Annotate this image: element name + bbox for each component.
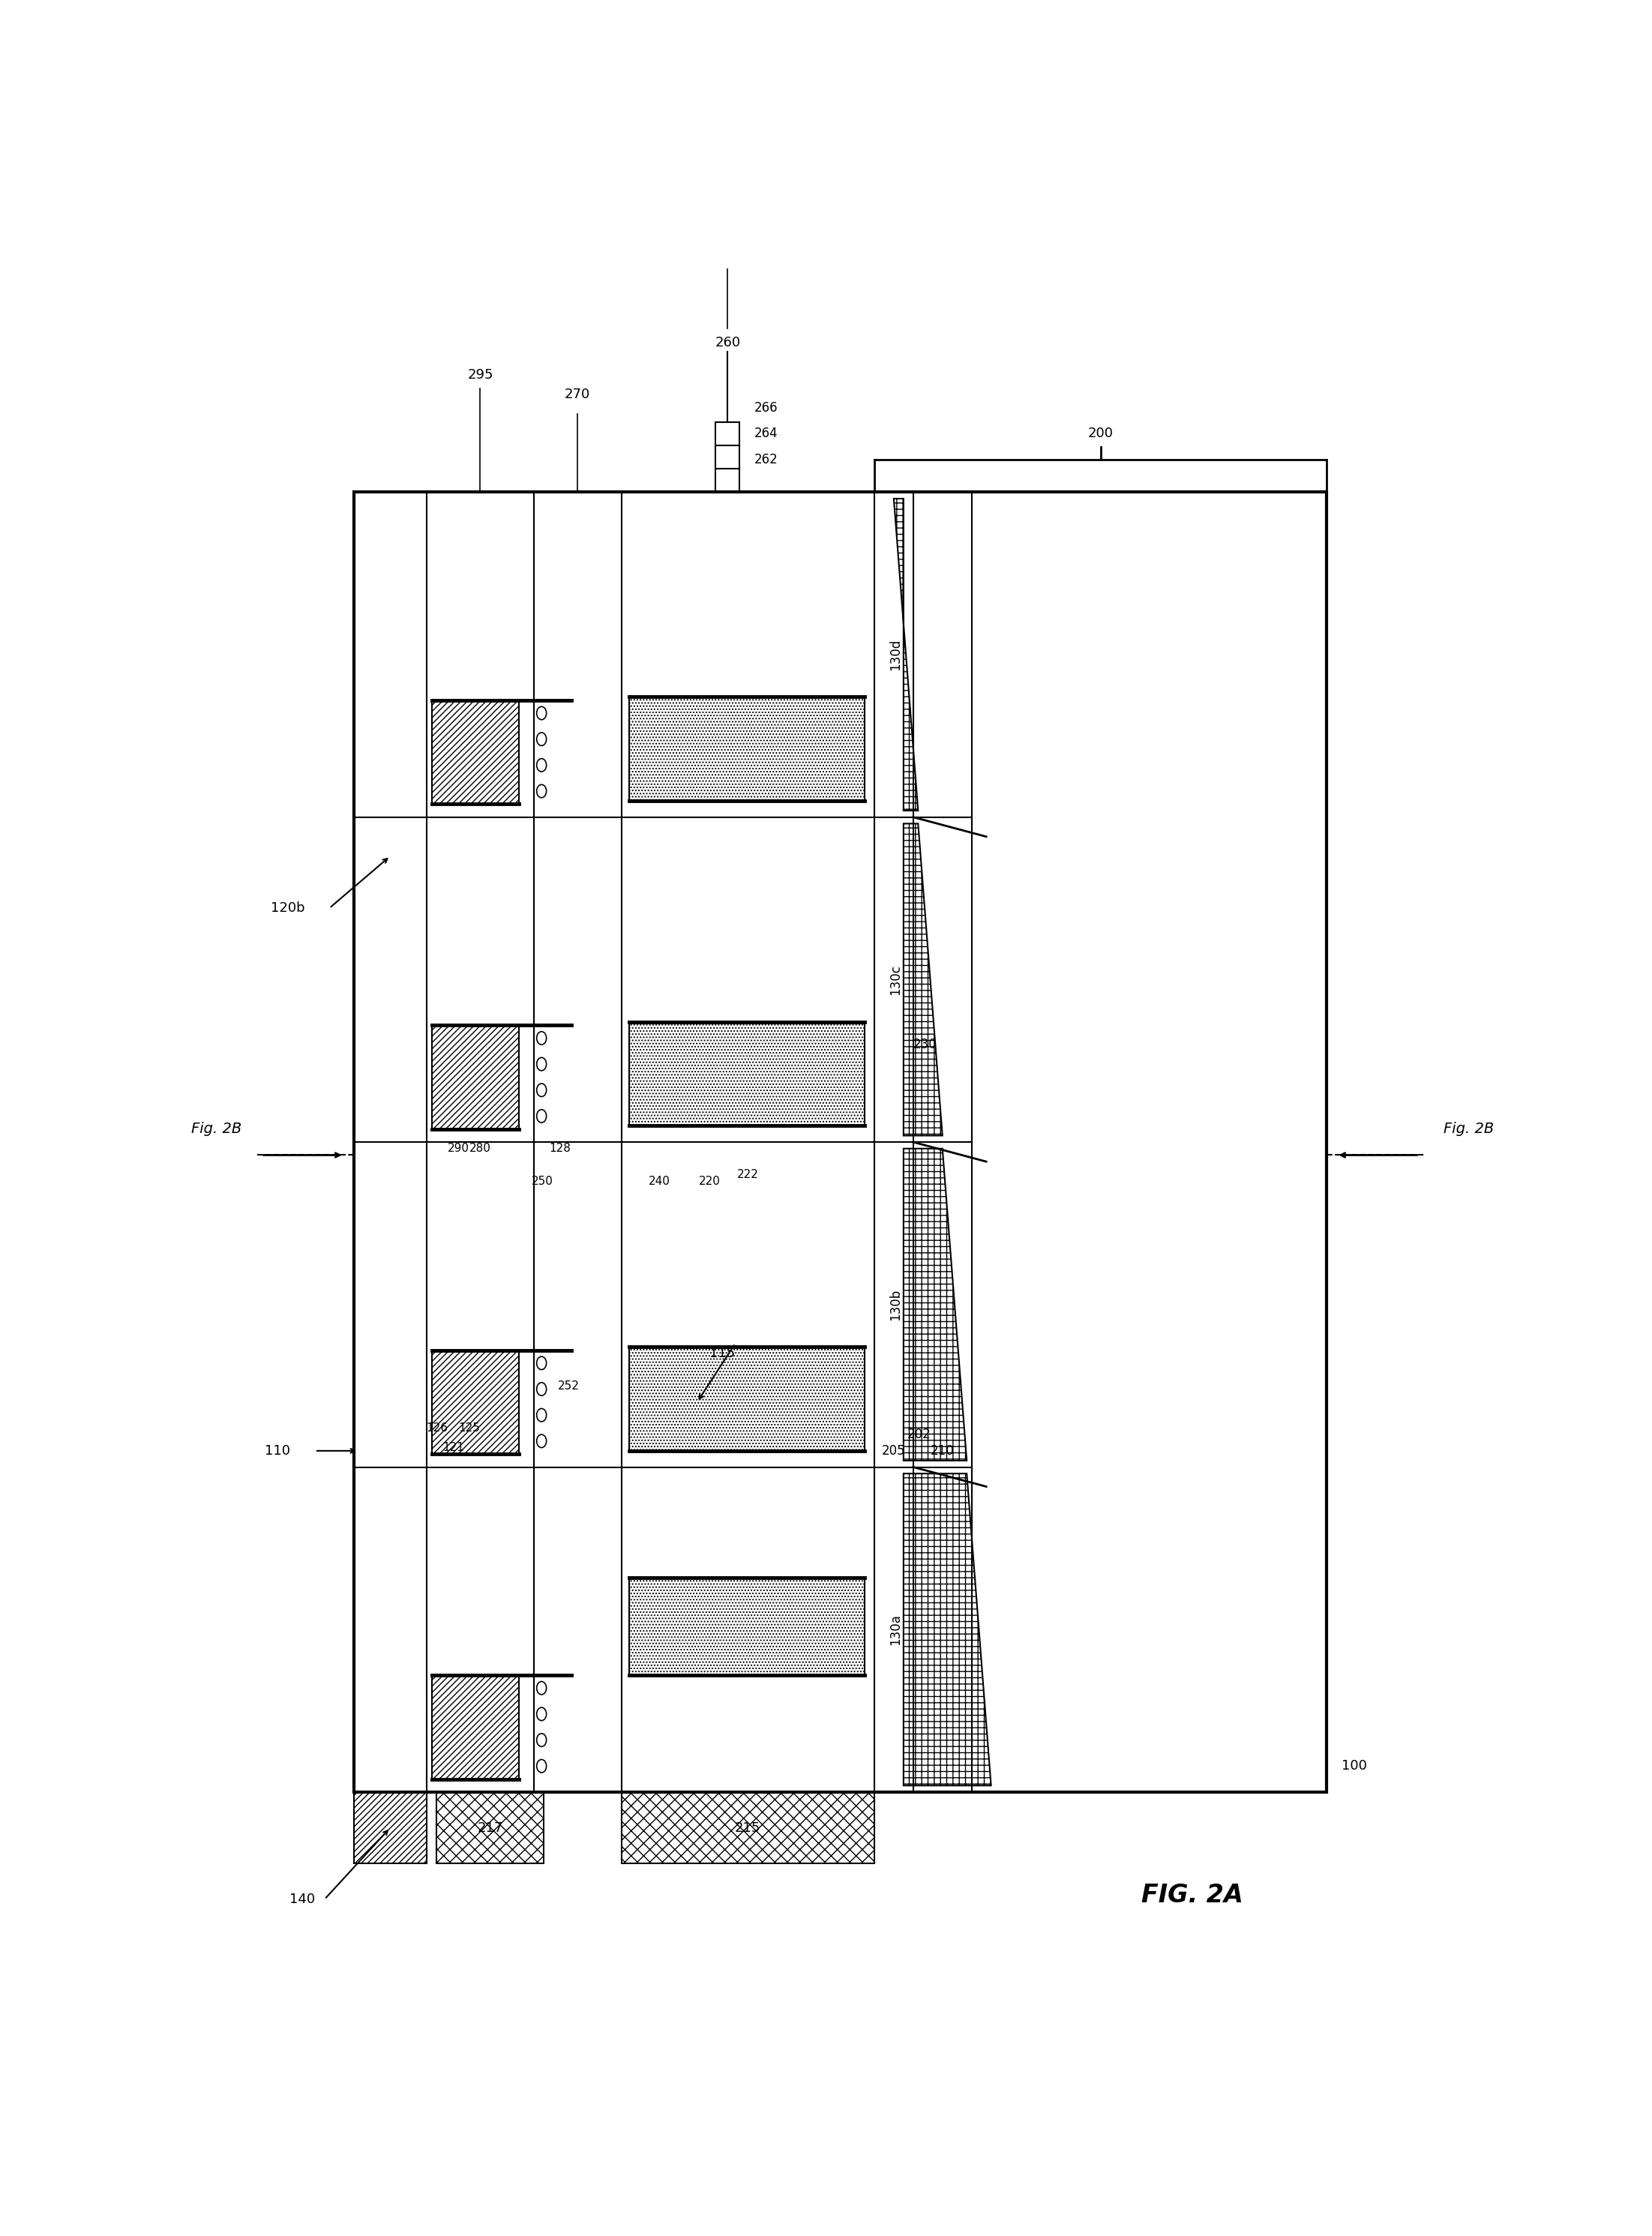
Text: 295: 295 — [468, 369, 494, 382]
Text: 280: 280 — [469, 1143, 491, 1154]
Bar — [874, 492, 914, 1791]
Bar — [715, 423, 740, 445]
Bar — [629, 1022, 864, 1127]
Bar — [534, 492, 621, 1791]
Bar — [914, 492, 971, 1791]
Bar — [621, 492, 874, 1791]
Text: 205: 205 — [882, 1444, 905, 1458]
Polygon shape — [904, 1474, 991, 1787]
Bar — [629, 1579, 864, 1675]
Bar — [426, 492, 534, 1791]
Text: 130b: 130b — [889, 1288, 902, 1321]
Text: 270: 270 — [565, 387, 590, 402]
Text: 130c: 130c — [889, 964, 902, 995]
Text: 290: 290 — [448, 1143, 469, 1154]
Bar — [354, 1791, 426, 1863]
Text: 121: 121 — [443, 1442, 464, 1453]
Text: 115: 115 — [710, 1346, 735, 1359]
Bar — [431, 700, 519, 805]
Text: 215: 215 — [735, 1820, 760, 1834]
Text: Fig. 2B: Fig. 2B — [192, 1122, 241, 1136]
Text: 220: 220 — [699, 1176, 720, 1187]
Text: 222: 222 — [737, 1169, 758, 1181]
Bar — [431, 1675, 519, 1780]
Text: 130a: 130a — [889, 1614, 902, 1646]
Polygon shape — [894, 499, 919, 812]
Bar — [431, 1351, 519, 1453]
Bar — [629, 698, 864, 800]
Text: 252: 252 — [558, 1380, 580, 1391]
Text: 262: 262 — [755, 454, 778, 467]
Bar — [354, 492, 426, 1791]
Text: FIG. 2A: FIG. 2A — [1142, 1883, 1244, 1907]
Polygon shape — [904, 1149, 966, 1460]
Text: Fig. 2B: Fig. 2B — [1444, 1122, 1493, 1136]
Text: 210: 210 — [930, 1444, 955, 1458]
Text: 140: 140 — [289, 1892, 316, 1905]
Bar — [431, 1024, 519, 1129]
Text: 120b: 120b — [271, 901, 306, 915]
Text: 240: 240 — [649, 1176, 671, 1187]
Text: 217: 217 — [477, 1820, 502, 1834]
Bar — [629, 1346, 864, 1451]
Text: 250: 250 — [532, 1176, 553, 1187]
Text: 110: 110 — [264, 1444, 291, 1458]
Text: 128: 128 — [548, 1143, 572, 1154]
Text: 260: 260 — [715, 335, 740, 349]
Text: 266: 266 — [755, 400, 778, 414]
Text: 125: 125 — [459, 1422, 481, 1433]
Text: 200: 200 — [1087, 427, 1113, 440]
Bar — [971, 492, 1327, 1791]
Text: 202: 202 — [907, 1429, 932, 1442]
Bar — [621, 1791, 874, 1863]
Text: 100: 100 — [1341, 1760, 1366, 1773]
Bar — [354, 492, 1327, 1791]
Text: 130d: 130d — [889, 639, 902, 671]
Bar — [715, 470, 740, 492]
Text: 264: 264 — [755, 427, 778, 440]
Polygon shape — [904, 823, 942, 1136]
Bar — [436, 1791, 544, 1863]
Text: 126: 126 — [426, 1422, 448, 1433]
Text: 230: 230 — [914, 1038, 937, 1051]
Bar — [715, 445, 740, 470]
